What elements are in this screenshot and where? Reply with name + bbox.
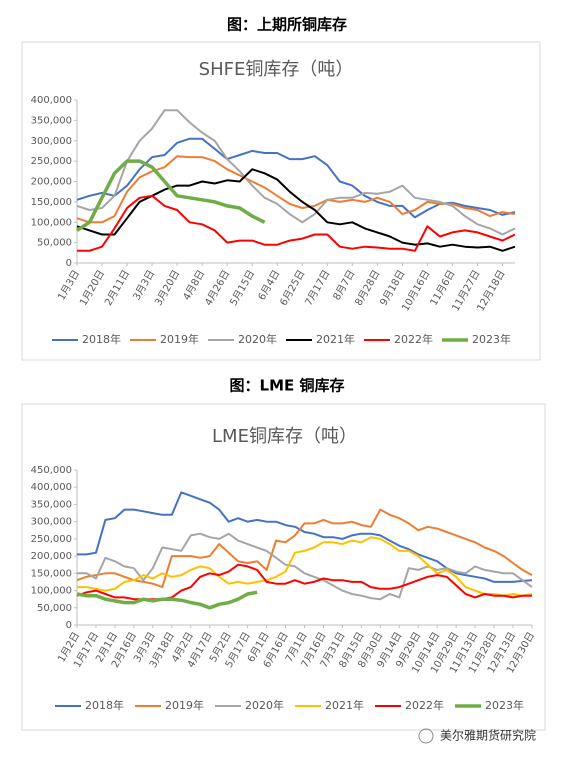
legend-label: 2018年 — [85, 698, 124, 712]
series-line — [76, 168, 516, 252]
y-tick-label: 450,000 — [31, 465, 72, 476]
legend-label: 2023年 — [485, 698, 524, 712]
chart-frame — [21, 41, 541, 361]
legend-label: 2022年 — [405, 698, 444, 712]
y-tick-label: 100,000 — [31, 586, 72, 597]
series-line — [76, 109, 516, 236]
series-line — [76, 159, 266, 232]
series-line — [77, 536, 533, 597]
legend-label: 2018年 — [82, 332, 121, 346]
y-tick-label: 0 — [66, 258, 72, 269]
y-tick-label: 50,000 — [37, 603, 72, 614]
y-tick-label: 200,000 — [31, 177, 72, 188]
y-tick-label: 350,000 — [31, 115, 72, 126]
series-line — [76, 508, 533, 589]
x-tick-label: 3月3日 — [131, 268, 158, 302]
series-line — [77, 194, 516, 252]
legend-label: 2019年 — [160, 332, 199, 346]
y-tick-label: 350,000 — [31, 499, 72, 510]
y-tick-label: 300,000 — [31, 136, 72, 147]
y-tick-label: 250,000 — [31, 156, 72, 167]
series-line — [77, 532, 533, 601]
y-tick-label: 400,000 — [31, 95, 72, 106]
y-tick-label: 50,000 — [37, 238, 72, 249]
x-tick-label: 6月4日 — [256, 268, 283, 302]
series-line — [76, 590, 258, 610]
y-tick-label: 150,000 — [31, 568, 72, 579]
watermark: 美尔雅期货研究院 — [440, 728, 536, 743]
caption: 图：LME 铜库存 — [230, 377, 345, 395]
series-line — [77, 491, 533, 583]
legend-label: 2020年 — [245, 698, 284, 712]
legend-label: 2021年 — [325, 698, 364, 712]
chart-frame — [21, 403, 546, 731]
legend-label: 2020年 — [238, 332, 277, 346]
y-tick-label: 300,000 — [31, 517, 72, 528]
y-tick-label: 100,000 — [31, 217, 72, 228]
chart-title: LME铜库存（吨） — [212, 426, 357, 447]
caption: 图：上期所铜库存 — [227, 16, 347, 34]
legend-label: 2021年 — [316, 332, 355, 346]
series-line — [76, 155, 516, 224]
y-tick-label: 0 — [66, 620, 72, 631]
x-tick-label: 8月7日 — [331, 268, 358, 302]
x-tick-label: 4月8日 — [181, 268, 208, 302]
y-tick-label: 250,000 — [31, 534, 72, 545]
chart-title: SHFE铜库存（吨） — [199, 59, 354, 80]
y-tick-label: 400,000 — [31, 482, 72, 493]
legend-label: 2019年 — [165, 698, 204, 712]
legend-label: 2023年 — [472, 332, 511, 346]
y-tick-label: 150,000 — [31, 197, 72, 208]
legend-label: 2022年 — [394, 332, 433, 346]
x-tick-label: 1月3日 — [55, 268, 82, 302]
y-tick-label: 200,000 — [31, 551, 72, 562]
logo — [418, 728, 434, 744]
